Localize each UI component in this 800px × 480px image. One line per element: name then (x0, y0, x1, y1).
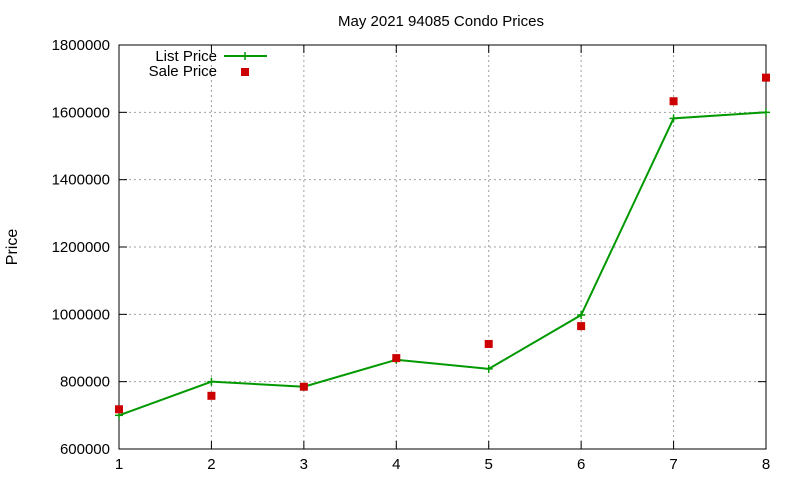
x-tick-label: 3 (300, 456, 308, 473)
sale-price-point (392, 354, 401, 363)
x-tick-label: 4 (392, 456, 400, 473)
y-tick-label: 800000 (60, 374, 110, 391)
chart-title: May 2021 94085 Condo Prices (338, 13, 544, 30)
list-price-point (207, 377, 216, 386)
list-price-point (762, 108, 770, 117)
sale-price-point (669, 97, 678, 106)
x-tick-label: 7 (669, 456, 677, 473)
sale-price-point (577, 322, 586, 331)
sale-price-point (484, 339, 493, 348)
list-price-point (577, 311, 586, 320)
y-tick-label: 1200000 (52, 239, 110, 256)
y-tick-label: 1800000 (52, 37, 110, 54)
sale-price-point (762, 73, 770, 82)
list-price-line (118, 111, 767, 417)
legend-label-sale-price: Sale Price (149, 63, 217, 80)
axis-ticks: 600000 800000 1000000 1200000 1400000 1600000… (52, 37, 771, 473)
y-tick-label: 1600000 (52, 104, 110, 121)
x-tick-label: 2 (207, 456, 215, 473)
plot-frame (118, 44, 767, 450)
y-tick-label: 1400000 (52, 172, 110, 189)
x-tick-label: 1 (115, 456, 123, 473)
legend-label-list-price: List Price (155, 48, 217, 65)
grid-lines (119, 45, 766, 449)
sale-price-point (207, 391, 216, 400)
y-tick-label: 600000 (60, 441, 110, 458)
y-axis-label: Price (4, 229, 21, 266)
x-tick-label: 8 (762, 456, 770, 473)
x-tick-label: 6 (577, 456, 585, 473)
series-layer (115, 73, 770, 420)
legend-swatch-sale-price (241, 68, 249, 76)
list-price-point (669, 114, 678, 123)
sale-price-point (299, 382, 308, 391)
sale-price-point (115, 405, 123, 414)
list-price-point (484, 364, 493, 373)
y-tick-label: 1000000 (52, 306, 110, 323)
x-tick-label: 5 (485, 456, 493, 473)
